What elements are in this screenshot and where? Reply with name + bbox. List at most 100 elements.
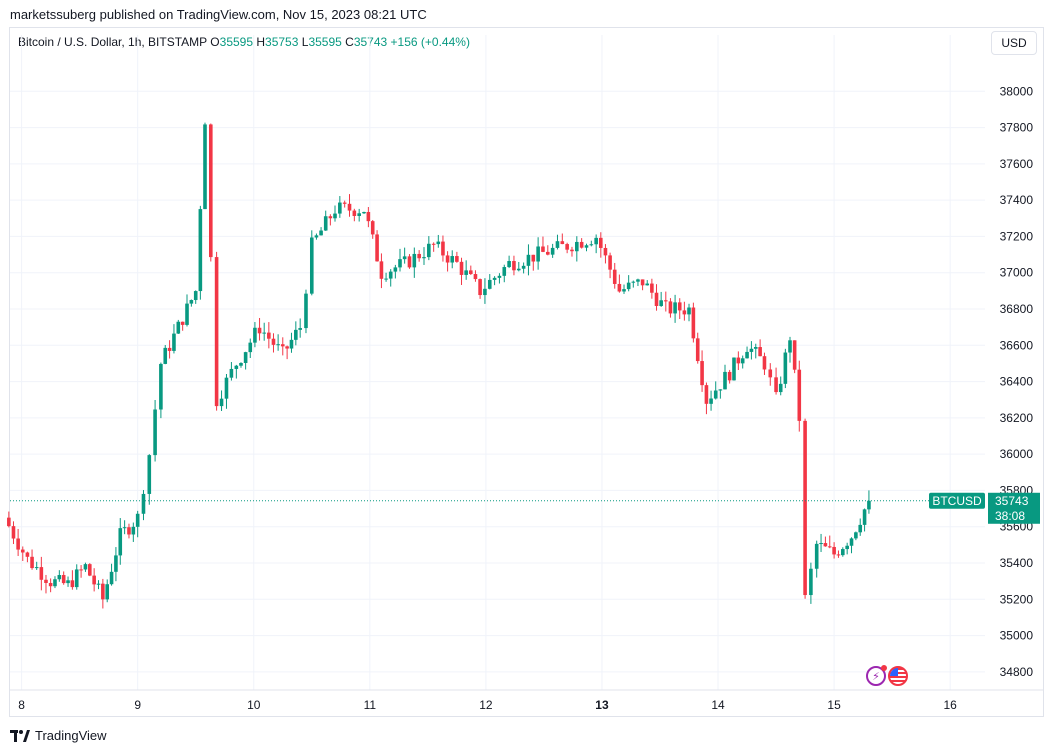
candle-body [257,327,262,334]
candle-body [459,261,464,275]
candle-body [402,256,407,260]
candle-body [473,274,478,280]
candle-body [677,302,682,311]
currency-button[interactable]: USD [991,31,1037,55]
candle-body [709,398,713,404]
candle-body [845,545,849,550]
close-label: C [345,35,354,49]
candle-body [836,554,841,556]
candle-body [314,235,319,238]
candle-body [823,543,828,547]
candle-body [749,348,754,352]
candle-body [74,569,79,588]
candle-body [141,493,146,514]
candle-body [96,583,101,585]
candle-body [48,582,53,587]
candle-body [407,256,412,268]
candle-body [362,211,366,214]
candle-body [565,244,569,250]
candle-body [393,267,398,272]
candle-body [294,329,298,340]
candle-body [79,569,83,571]
us-flag-event-icon[interactable] [888,666,908,686]
candle-body [298,328,302,330]
candle-body [271,338,276,345]
candle-body [66,580,70,584]
candle-body [732,357,736,381]
x-tick-label: 14 [711,698,725,712]
candle-body [704,385,709,404]
candle-body [114,555,118,572]
candle-body [417,253,421,259]
close-value: 35743 [353,35,388,49]
candle-body [39,567,44,580]
candle-body [163,347,168,364]
event-markers: ⚡ [866,665,908,686]
footer-branding[interactable]: TradingView [10,728,107,743]
candle-body [827,546,832,548]
symbol-tag-bg [929,492,985,509]
candle-body [841,549,845,556]
chart-frame [9,27,1044,717]
candle-body [774,377,778,393]
candle-body [550,247,555,255]
candle-body [70,580,75,588]
candle-body [483,288,487,296]
candle-body [431,243,436,245]
x-tick-label: 13 [595,698,609,712]
candle-body [379,261,384,279]
price-tag-value: 35743 [995,494,1029,508]
candle-body [650,283,654,293]
lightning-event-icon[interactable]: ⚡ [866,665,887,686]
candle-body [214,257,219,407]
candle-body [198,209,203,292]
candle-body [159,363,163,410]
candle-body [654,292,659,307]
candle-body [185,303,189,325]
low-value: 35595 [308,35,342,49]
x-tick-label: 12 [479,698,493,712]
y-tick-label: 36200 [1000,411,1034,425]
price-tag-bg [988,492,1040,524]
x-tick-label: 15 [827,698,841,712]
candle-body [219,398,224,407]
candle-body [34,567,39,569]
candle-body [285,346,289,349]
y-tick-label: 37800 [1000,121,1034,135]
candle-body [589,244,594,246]
symbol-tag-label: BTCUSD [932,494,982,508]
candle-body [224,377,229,399]
candle-body [87,564,92,576]
candle-body [105,584,110,600]
candle-body [304,293,308,329]
candle-body [521,265,526,269]
candle-body [809,568,813,596]
candle-body [127,527,131,535]
x-tick-label: 11 [364,698,377,712]
candle-body [792,340,797,370]
candle-body [700,361,704,386]
candle-body [768,369,773,378]
y-tick-label: 36800 [1000,302,1034,316]
candle-body [664,300,668,302]
candle-body [803,420,807,596]
candle-body [25,552,30,557]
candle-body [560,241,565,245]
candle-body [727,371,732,381]
candle-body [243,352,248,363]
candle-body [57,575,62,580]
candle-body [723,371,727,390]
low-label: L [301,35,309,49]
x-tick-label: 9 [134,698,141,712]
symbol-name[interactable]: Bitcoin / U.S. Dollar, 1h, BITSTAMP [18,35,207,49]
candle-body [570,249,574,252]
open-value: 35595 [219,35,254,49]
candle-body [626,282,631,290]
candle-body [445,255,450,263]
candle-body [713,390,718,399]
candle-body [631,281,636,283]
y-tick-label: 37000 [1000,266,1034,280]
change-value: +156 (+0.44%) [390,35,470,49]
high-value: 35753 [265,35,299,49]
